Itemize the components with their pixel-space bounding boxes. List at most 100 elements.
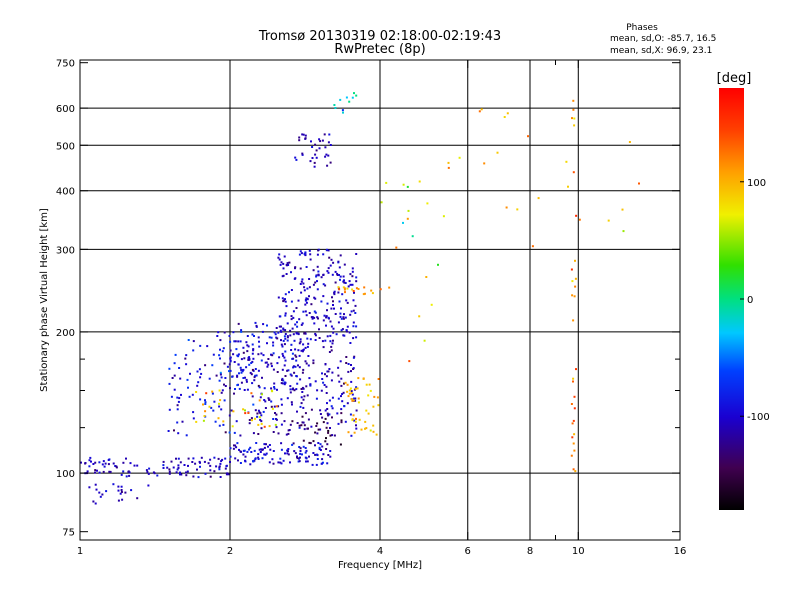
data-point — [339, 315, 342, 318]
data-point — [224, 457, 227, 460]
data-point — [294, 354, 297, 357]
data-point — [252, 403, 255, 406]
data-point — [239, 462, 242, 464]
data-point — [224, 377, 227, 379]
data-point — [252, 432, 255, 435]
data-point — [307, 427, 309, 430]
data-point — [302, 343, 305, 346]
data-point — [418, 180, 421, 183]
data-point — [305, 301, 308, 304]
data-point — [300, 291, 303, 294]
data-point — [220, 376, 223, 379]
data-point — [367, 394, 370, 397]
data-point — [246, 350, 249, 353]
data-point — [208, 405, 211, 408]
data-point — [283, 383, 286, 386]
data-point — [299, 283, 302, 285]
data-point — [292, 316, 295, 319]
data-point — [257, 353, 260, 356]
data-point — [331, 273, 334, 276]
data-point — [279, 263, 282, 266]
data-point — [506, 112, 509, 115]
data-point — [338, 380, 341, 383]
data-point — [187, 464, 189, 467]
data-point — [253, 376, 256, 379]
data-point — [406, 185, 409, 188]
data-point — [321, 372, 323, 375]
data-point — [338, 266, 341, 269]
data-point — [283, 255, 286, 258]
data-point — [323, 314, 326, 317]
data-point — [117, 489, 120, 492]
data-point — [294, 348, 297, 351]
data-point — [274, 412, 276, 414]
data-point — [285, 263, 288, 266]
data-point — [327, 370, 330, 373]
data-point — [244, 455, 247, 458]
data-point — [216, 335, 219, 337]
data-point — [341, 109, 344, 112]
data-point — [304, 299, 307, 302]
data-point — [183, 464, 186, 466]
data-point — [354, 387, 357, 390]
data-point — [350, 434, 353, 437]
data-point — [257, 423, 260, 426]
data-point — [166, 466, 169, 469]
data-point — [332, 261, 335, 264]
data-point — [252, 348, 255, 351]
data-point — [353, 355, 356, 358]
data-point — [232, 353, 235, 356]
data-point — [258, 345, 261, 348]
data-point — [293, 450, 296, 453]
data-point — [332, 339, 334, 342]
data-point — [312, 440, 315, 443]
data-point — [308, 441, 311, 444]
data-point — [322, 461, 324, 464]
data-point — [315, 425, 318, 427]
data-point — [234, 457, 237, 460]
data-point — [254, 457, 257, 460]
data-point — [342, 391, 345, 394]
data-point — [212, 353, 215, 356]
data-point — [265, 361, 268, 364]
data-point — [264, 361, 267, 364]
data-point — [347, 431, 350, 434]
data-point — [318, 446, 321, 449]
data-point — [319, 409, 322, 412]
data-point — [458, 156, 461, 159]
data-point — [260, 352, 263, 355]
data-point — [351, 399, 354, 402]
data-point — [317, 249, 320, 252]
data-point — [291, 420, 294, 423]
data-point — [257, 409, 260, 412]
data-point — [575, 214, 578, 217]
data-point — [282, 339, 285, 342]
data-point — [331, 296, 333, 299]
data-point — [301, 421, 304, 424]
data-point — [326, 408, 329, 410]
stats-heading: Phases — [626, 23, 658, 33]
data-point — [219, 371, 222, 374]
data-point — [324, 373, 326, 376]
data-point — [274, 423, 277, 426]
data-point — [282, 262, 285, 265]
data-point — [316, 280, 318, 283]
chart-subtitle: RwPretec (8p) — [334, 42, 425, 57]
data-point — [362, 293, 365, 296]
data-point — [323, 384, 326, 386]
y-tick-label: 400 — [56, 187, 75, 198]
data-point — [447, 161, 450, 164]
data-point — [332, 331, 335, 334]
data-point — [352, 356, 355, 359]
data-point — [303, 428, 306, 431]
data-point — [326, 270, 329, 273]
data-point — [310, 303, 313, 306]
data-point — [571, 280, 574, 283]
data-point — [109, 470, 112, 473]
data-point — [267, 363, 270, 366]
data-point — [325, 375, 328, 378]
data-point — [168, 382, 171, 385]
data-point — [327, 316, 330, 319]
data-point — [290, 401, 293, 404]
grid-lines — [80, 60, 680, 540]
